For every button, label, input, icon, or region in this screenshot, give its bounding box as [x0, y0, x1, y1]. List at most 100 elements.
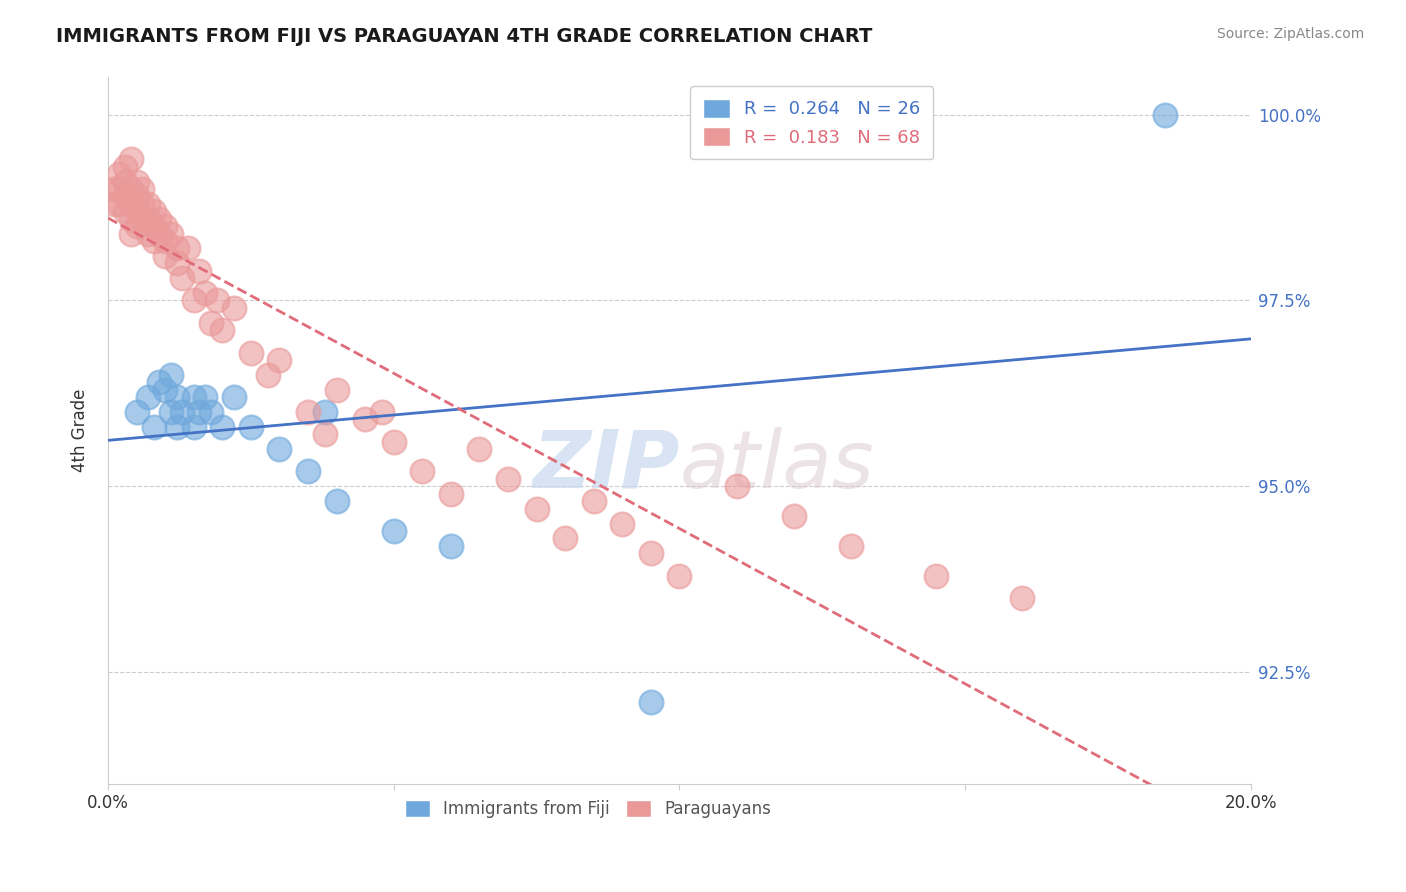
Point [114, 189, 136, 203]
Point [782, 509, 804, 524]
Point [177, 242, 200, 256]
Point [325, 494, 347, 508]
Point [1154, 107, 1177, 121]
Point [142, 234, 165, 248]
Point [200, 405, 222, 419]
Point [582, 494, 605, 508]
Point [136, 227, 159, 241]
Point [166, 420, 188, 434]
Point [1011, 591, 1033, 605]
Point [108, 197, 131, 211]
Point [114, 175, 136, 189]
Point [160, 227, 183, 241]
Point [125, 219, 148, 234]
Point [142, 420, 165, 434]
Point [297, 405, 319, 419]
Point [211, 420, 233, 434]
Point [297, 465, 319, 479]
Point [325, 383, 347, 397]
Point [188, 405, 211, 419]
Point [120, 152, 142, 166]
Point [125, 204, 148, 219]
Point [153, 234, 176, 248]
Point [440, 487, 463, 501]
Point [183, 293, 205, 308]
Text: atlas: atlas [679, 427, 875, 505]
Point [725, 479, 748, 493]
Point [200, 316, 222, 330]
Point [125, 175, 148, 189]
Point [205, 293, 228, 308]
Point [211, 323, 233, 337]
Point [148, 376, 170, 390]
Point [136, 390, 159, 404]
Point [120, 182, 142, 196]
Point [166, 390, 188, 404]
Point [172, 405, 194, 419]
Point [114, 204, 136, 219]
Y-axis label: 4th Grade: 4th Grade [72, 389, 89, 472]
Point [382, 434, 405, 449]
Point [668, 568, 690, 582]
Point [108, 182, 131, 196]
Point [166, 242, 188, 256]
Point [468, 442, 491, 457]
Point [131, 197, 153, 211]
Point [172, 271, 194, 285]
Point [108, 167, 131, 181]
Point [136, 211, 159, 226]
Point [925, 568, 948, 582]
Point [640, 695, 662, 709]
Point [131, 211, 153, 226]
Point [131, 182, 153, 196]
Point [269, 442, 291, 457]
Point [554, 532, 576, 546]
Point [160, 368, 183, 382]
Point [382, 524, 405, 538]
Point [120, 211, 142, 226]
Point [194, 390, 217, 404]
Point [120, 197, 142, 211]
Text: Source: ZipAtlas.com: Source: ZipAtlas.com [1216, 27, 1364, 41]
Point [239, 420, 262, 434]
Point [640, 546, 662, 560]
Point [120, 227, 142, 241]
Point [314, 405, 336, 419]
Point [269, 353, 291, 368]
Text: ZIP: ZIP [531, 427, 679, 505]
Point [839, 539, 862, 553]
Point [114, 160, 136, 174]
Point [222, 390, 245, 404]
Point [142, 204, 165, 219]
Point [153, 383, 176, 397]
Point [314, 427, 336, 442]
Point [160, 405, 183, 419]
Legend: Immigrants from Fiji, Paraguayans: Immigrants from Fiji, Paraguayans [398, 793, 778, 825]
Point [440, 539, 463, 553]
Point [496, 472, 519, 486]
Point [239, 345, 262, 359]
Point [188, 264, 211, 278]
Text: IMMIGRANTS FROM FIJI VS PARAGUAYAN 4TH GRADE CORRELATION CHART: IMMIGRANTS FROM FIJI VS PARAGUAYAN 4TH G… [56, 27, 873, 45]
Point [194, 286, 217, 301]
Point [125, 405, 148, 419]
Point [183, 420, 205, 434]
Point [125, 189, 148, 203]
Point [103, 182, 125, 196]
Point [136, 197, 159, 211]
Point [526, 501, 548, 516]
Point [153, 219, 176, 234]
Point [142, 219, 165, 234]
Point [612, 516, 634, 531]
Point [411, 465, 433, 479]
Point [183, 390, 205, 404]
Point [166, 256, 188, 270]
Point [153, 249, 176, 263]
Point [148, 227, 170, 241]
Point [371, 405, 394, 419]
Point [103, 197, 125, 211]
Point [148, 211, 170, 226]
Point [257, 368, 280, 382]
Point [354, 412, 377, 426]
Point [222, 301, 245, 315]
